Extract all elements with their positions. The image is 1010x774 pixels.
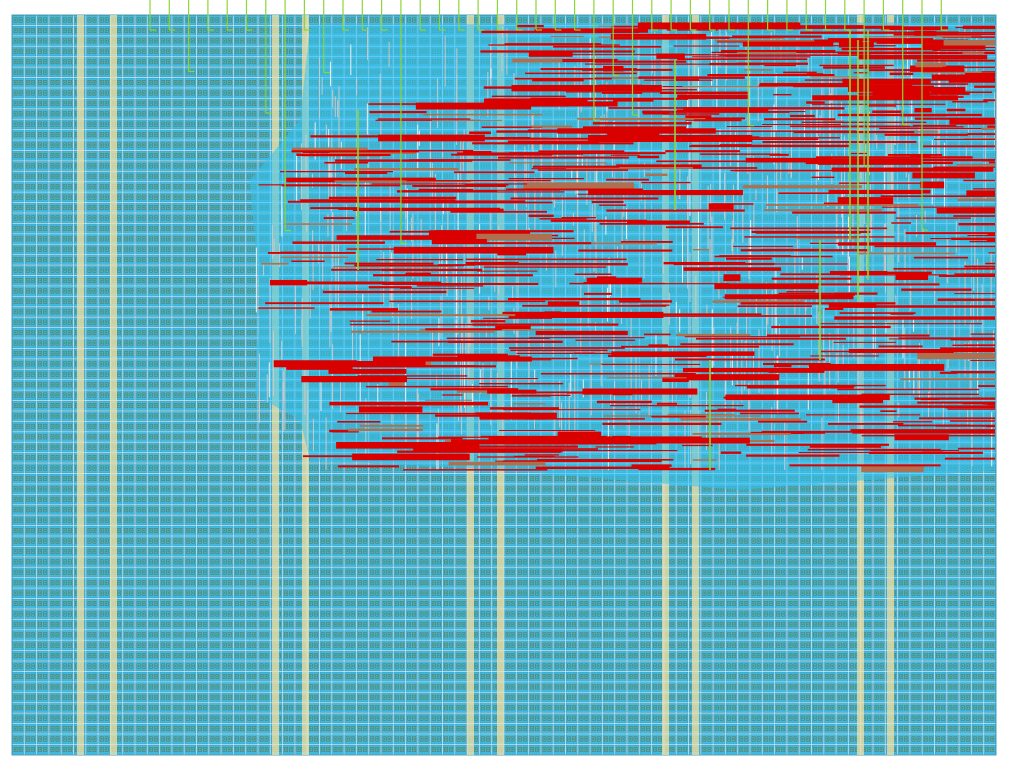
clock-routes	[149, 0, 948, 470]
special-column	[77, 15, 84, 755]
congested-routes	[258, 22, 995, 473]
special-column	[110, 15, 117, 755]
